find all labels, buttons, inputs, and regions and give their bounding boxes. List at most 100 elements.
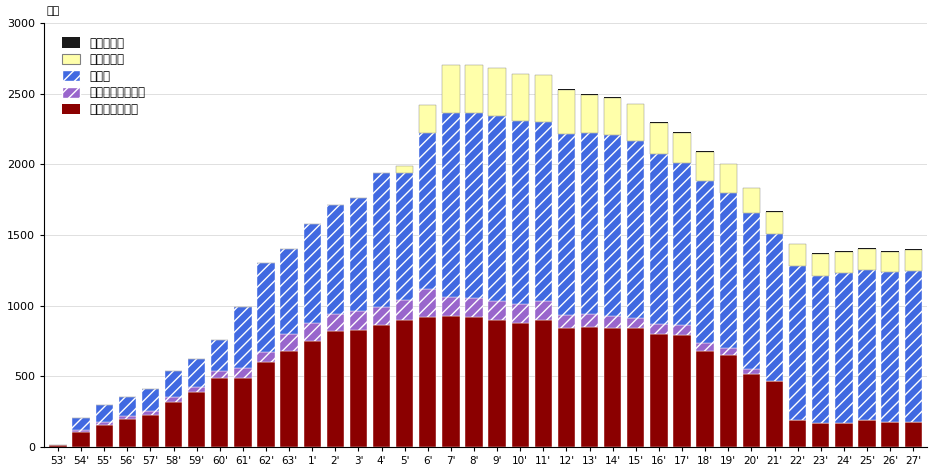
Bar: [604, 98, 621, 135]
Bar: [258, 352, 275, 362]
Bar: [211, 378, 229, 447]
Bar: [789, 244, 806, 266]
Bar: [373, 325, 390, 447]
Bar: [719, 164, 737, 193]
Bar: [234, 378, 251, 447]
Bar: [904, 250, 922, 271]
Bar: [558, 134, 575, 315]
Bar: [604, 97, 621, 98]
Bar: [95, 422, 113, 425]
Bar: [327, 314, 344, 331]
Bar: [512, 121, 529, 304]
Bar: [558, 328, 575, 447]
Bar: [558, 90, 575, 134]
Bar: [165, 402, 182, 447]
Bar: [766, 381, 784, 447]
Bar: [604, 328, 621, 447]
Bar: [743, 374, 760, 447]
Bar: [581, 133, 599, 314]
Bar: [904, 271, 922, 422]
Bar: [280, 334, 298, 351]
Bar: [73, 432, 90, 447]
Bar: [396, 320, 414, 447]
Bar: [327, 331, 344, 447]
Bar: [789, 420, 806, 447]
Bar: [650, 123, 668, 155]
Bar: [349, 330, 367, 447]
Bar: [812, 423, 829, 447]
Bar: [419, 289, 436, 317]
Bar: [488, 320, 506, 447]
Bar: [858, 420, 876, 447]
Bar: [581, 95, 599, 133]
Bar: [719, 355, 737, 447]
Bar: [165, 397, 182, 402]
Bar: [373, 307, 390, 325]
Bar: [604, 316, 621, 328]
Bar: [719, 348, 737, 355]
Bar: [465, 317, 483, 447]
Bar: [188, 392, 205, 447]
Bar: [650, 334, 668, 447]
Bar: [650, 155, 668, 324]
Bar: [465, 113, 483, 298]
Bar: [534, 320, 552, 447]
Bar: [766, 234, 784, 381]
Bar: [904, 422, 922, 447]
Bar: [488, 301, 506, 320]
Bar: [442, 114, 460, 297]
Bar: [373, 173, 390, 307]
Bar: [558, 89, 575, 90]
Bar: [465, 298, 483, 317]
Bar: [627, 318, 644, 328]
Bar: [904, 249, 922, 250]
Bar: [673, 132, 691, 163]
Bar: [835, 423, 853, 447]
Bar: [882, 252, 899, 272]
Bar: [673, 325, 691, 335]
Bar: [650, 122, 668, 123]
Bar: [604, 135, 621, 316]
Bar: [534, 301, 552, 320]
Bar: [280, 249, 298, 334]
Bar: [258, 263, 275, 352]
Bar: [835, 251, 853, 252]
Bar: [349, 198, 367, 311]
Bar: [488, 68, 506, 115]
Bar: [835, 273, 853, 423]
Bar: [188, 359, 205, 387]
Bar: [396, 173, 414, 300]
Bar: [858, 249, 876, 270]
Bar: [304, 323, 321, 341]
Bar: [142, 415, 159, 447]
Bar: [419, 105, 436, 133]
Bar: [558, 315, 575, 328]
Bar: [165, 371, 182, 397]
Bar: [812, 254, 829, 276]
Bar: [396, 300, 414, 320]
Bar: [858, 270, 876, 420]
Bar: [697, 151, 714, 152]
Bar: [211, 371, 229, 378]
Bar: [882, 251, 899, 252]
Bar: [95, 405, 113, 422]
Bar: [697, 152, 714, 181]
Bar: [258, 362, 275, 447]
Bar: [673, 163, 691, 325]
Bar: [119, 415, 136, 419]
Bar: [697, 181, 714, 343]
Bar: [119, 419, 136, 447]
Bar: [766, 212, 784, 234]
Bar: [534, 75, 552, 122]
Bar: [119, 397, 136, 415]
Bar: [142, 389, 159, 411]
Bar: [419, 317, 436, 447]
Bar: [280, 351, 298, 447]
Bar: [627, 328, 644, 447]
Bar: [327, 205, 344, 314]
Bar: [419, 133, 436, 289]
Bar: [73, 430, 90, 432]
Bar: [442, 297, 460, 315]
Bar: [349, 311, 367, 330]
Bar: [142, 411, 159, 415]
